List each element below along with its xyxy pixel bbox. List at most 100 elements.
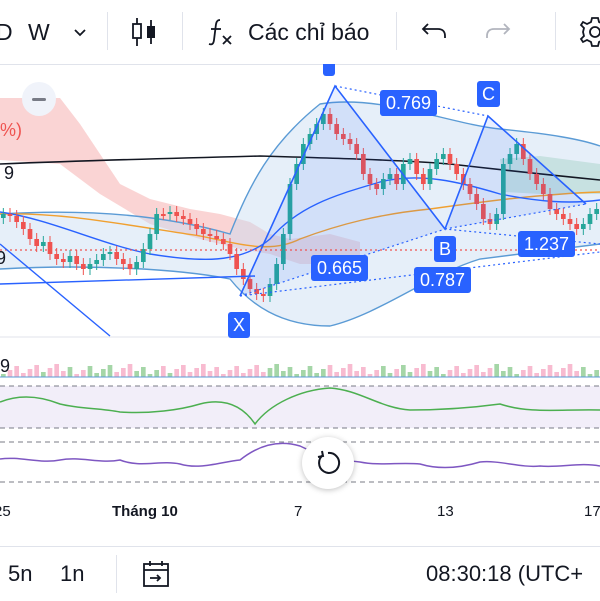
candle-body	[127, 264, 133, 269]
redo-icon[interactable]	[484, 0, 512, 64]
volume-bar	[201, 364, 206, 377]
volume-bar	[414, 368, 419, 377]
candle-body	[227, 244, 233, 254]
left-label: 9	[0, 356, 11, 376]
volume-bar	[454, 366, 459, 377]
candle-body	[527, 159, 533, 174]
price-chart[interactable]	[0, 64, 600, 530]
toolbar-divider	[396, 12, 397, 50]
volume-bar	[34, 365, 39, 377]
volume-bar	[81, 370, 86, 377]
volume-bar	[347, 364, 353, 377]
undo-icon[interactable]	[420, 0, 448, 64]
volume-bar	[514, 374, 519, 377]
ratio-label[interactable]: 0.787	[414, 267, 472, 293]
candles-icon[interactable]	[130, 0, 158, 64]
moving-average-long	[0, 155, 600, 181]
volume-bar	[321, 369, 326, 377]
replay-icon	[317, 450, 341, 474]
candle-body	[354, 144, 359, 154]
volume-bar	[141, 367, 146, 377]
volume-bar	[407, 372, 413, 377]
volume-bar	[421, 364, 426, 377]
volume-bar	[127, 364, 133, 377]
volume-bar	[467, 369, 473, 377]
volume-bar	[7, 370, 13, 377]
clock-timezone[interactable]: 08:30:18 (UTC+	[426, 561, 584, 586]
volume-bar	[587, 374, 593, 377]
volume-bar	[14, 366, 19, 377]
top-toolbar: D W Các chỉ báo	[0, 0, 600, 65]
moving-average-mid	[0, 191, 600, 248]
ratio-label[interactable]: 0.665	[311, 255, 369, 281]
candle-body	[74, 256, 79, 264]
volume-bar	[521, 370, 526, 377]
volume-bar	[207, 371, 213, 377]
collapse-button[interactable]	[22, 82, 56, 116]
candles	[1, 108, 599, 302]
volume-bar	[327, 365, 333, 377]
candle-body	[414, 159, 419, 174]
candle-body	[427, 169, 433, 184]
pattern-point-x-label[interactable]: X	[228, 312, 251, 338]
volume-bar	[547, 365, 553, 377]
volume-bar	[554, 372, 559, 377]
volume-bar	[307, 366, 313, 377]
symbol-button[interactable]: D	[0, 18, 13, 45]
indicators-button[interactable]: Các chỉ báo	[248, 18, 370, 45]
candle-body	[294, 164, 299, 184]
candle-body	[134, 262, 139, 269]
volume-bar	[581, 367, 586, 377]
candle-body	[161, 214, 166, 216]
volume-bar	[114, 372, 119, 377]
candle-body	[54, 254, 59, 259]
volume-bar	[361, 367, 366, 377]
volume-bar	[247, 369, 253, 377]
candle-body	[534, 174, 539, 184]
candle-body	[327, 114, 333, 124]
candle-body	[147, 234, 153, 249]
candle-body	[214, 236, 219, 239]
range-1y-button[interactable]: 1n	[60, 561, 85, 586]
candle-body	[587, 214, 593, 224]
chevron-down-icon[interactable]	[72, 0, 88, 64]
candle-body	[201, 229, 206, 234]
candle-body	[94, 260, 99, 264]
candle-body	[101, 254, 106, 260]
volume-bar	[281, 371, 286, 377]
pattern-point-a-label[interactable]	[323, 64, 335, 76]
pattern-point-c-label[interactable]: C	[477, 81, 500, 107]
volume-bar	[234, 366, 239, 377]
volume-bars	[1, 364, 599, 377]
candle-body	[501, 164, 506, 214]
trendline	[0, 243, 111, 337]
oscillator-line-2	[0, 442, 600, 469]
ratio-label[interactable]: 1.237	[518, 231, 576, 257]
calendar-icon[interactable]	[142, 547, 172, 601]
candle-body	[407, 159, 413, 164]
gear-icon[interactable]	[578, 0, 600, 64]
toolbar-divider	[555, 12, 556, 50]
oscillator-band	[0, 386, 600, 428]
interval-button[interactable]: W	[28, 18, 50, 45]
candle-body	[301, 144, 306, 164]
candle-body	[381, 179, 386, 189]
pattern-point-b-label[interactable]: B	[434, 236, 457, 262]
candle-body	[507, 154, 513, 164]
trendline	[0, 275, 256, 285]
ratio-label[interactable]: 0.769	[380, 90, 438, 116]
candle-body	[394, 174, 399, 184]
candle-body	[374, 184, 379, 189]
x-axis-label: 25	[0, 503, 11, 520]
candle-body	[454, 164, 459, 174]
minus-icon	[32, 97, 46, 101]
range-5y-button[interactable]: 5n	[8, 561, 33, 586]
function-icon[interactable]	[206, 0, 236, 64]
candle-body	[87, 264, 93, 269]
candle-body	[321, 114, 326, 124]
chart-area[interactable]: %) 9 9 9 C B X 0.769 0.665 0.787 1.237	[0, 64, 600, 530]
volume-bar	[47, 368, 53, 377]
volume-bar	[121, 368, 126, 377]
replay-button[interactable]	[302, 437, 354, 489]
volume-bar	[487, 368, 493, 377]
